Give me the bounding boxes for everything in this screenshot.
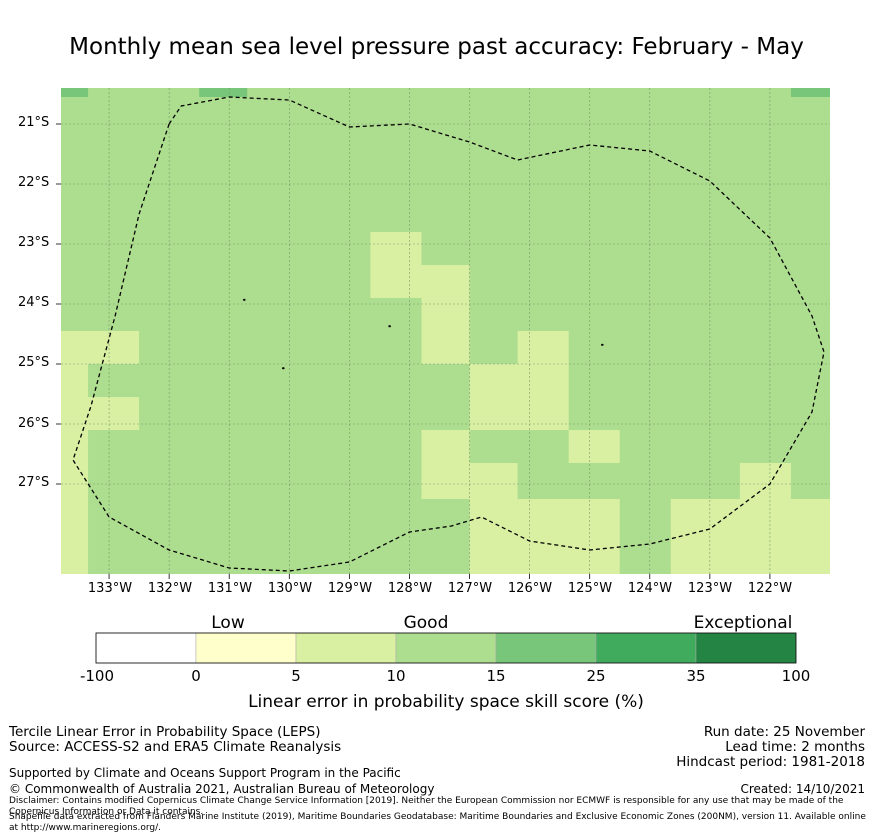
colorbar-category-low: Low bbox=[211, 613, 245, 633]
islands bbox=[242, 298, 604, 370]
colorbar-tick-label: 5 bbox=[291, 667, 301, 685]
lead-time: Lead time: 2 months bbox=[725, 739, 865, 755]
lon-tick-label: 130°W bbox=[267, 581, 313, 596]
lat-tick-label: 21°S bbox=[18, 115, 50, 130]
skill-map bbox=[56, 88, 830, 664]
colorbar-tick-label: 10 bbox=[386, 667, 406, 685]
island-marker bbox=[601, 343, 604, 346]
colorbar-segment bbox=[295, 632, 397, 664]
skill-cell bbox=[739, 463, 791, 499]
skill-cells bbox=[61, 88, 830, 574]
skill-cell bbox=[61, 364, 89, 397]
skill-cell bbox=[370, 232, 422, 298]
colorbar bbox=[95, 632, 797, 664]
skill-cell bbox=[61, 88, 89, 97]
skill-cell bbox=[469, 364, 569, 430]
colorbar-label: Linear error in probability space skill … bbox=[248, 692, 644, 712]
colorbar-tick-label: 100 bbox=[781, 667, 811, 685]
shapefile-credit: Shapefile data extracted from Flanders M… bbox=[9, 812, 866, 833]
map-title: Monthly mean sea level pressure past acc… bbox=[69, 34, 804, 60]
lon-tick-label: 123°W bbox=[687, 581, 733, 596]
colorbar-category-exceptional: Exceptional bbox=[693, 613, 793, 633]
skill-cell bbox=[670, 499, 791, 574]
lat-tick-label: 23°S bbox=[18, 235, 50, 250]
colorbar-tick-label: 35 bbox=[686, 667, 706, 685]
data-source: Source: ACCESS-S2 and ERA5 Climate Reana… bbox=[9, 739, 342, 755]
lon-tick-label: 133°W bbox=[87, 581, 133, 596]
lon-tick-label: 132°W bbox=[147, 581, 193, 596]
lon-tick-label: 131°W bbox=[207, 581, 253, 596]
skill-cell bbox=[421, 430, 470, 499]
created-date: Created: 14/10/2021 bbox=[740, 782, 865, 796]
island-marker bbox=[388, 325, 391, 328]
island-marker bbox=[242, 298, 246, 301]
colorbar-segment bbox=[195, 632, 297, 664]
island-marker bbox=[281, 367, 285, 370]
skill-cell bbox=[61, 331, 140, 364]
colorbar-segment bbox=[395, 632, 497, 664]
skill-cell bbox=[517, 499, 620, 574]
skill-cell bbox=[517, 331, 569, 364]
copyright: © Commonwealth of Australia 2021, Austra… bbox=[9, 782, 435, 796]
lat-tick-label: 26°S bbox=[18, 416, 50, 431]
colorbar-segment bbox=[595, 632, 697, 664]
lon-tick-label: 122°W bbox=[747, 581, 793, 596]
lat-tick-label: 22°S bbox=[18, 175, 50, 190]
lat-tick-label: 27°S bbox=[18, 475, 50, 490]
run-date: Run date: 25 November bbox=[703, 724, 865, 740]
colorbar-frame bbox=[95, 632, 797, 664]
colorbar-category-good: Good bbox=[403, 613, 449, 633]
lon-tick-label: 128°W bbox=[387, 581, 433, 596]
skill-cell bbox=[61, 397, 140, 430]
lon-tick-label: 126°W bbox=[507, 581, 553, 596]
disclaimer: Disclaimer: Contains modified Copernicus… bbox=[9, 796, 844, 817]
colorbar-segment bbox=[695, 632, 797, 664]
colorbar-tick-label: 25 bbox=[586, 667, 606, 685]
skill-cell bbox=[790, 88, 830, 97]
skill-cell bbox=[61, 430, 89, 574]
graticule bbox=[56, 88, 830, 579]
colorbar-segment bbox=[495, 632, 597, 664]
colorbar-tick-label: 15 bbox=[486, 667, 506, 685]
lon-tick-label: 124°W bbox=[627, 581, 673, 596]
lat-tick-label: 25°S bbox=[18, 355, 50, 370]
colorbar-segment bbox=[95, 632, 197, 664]
lon-tick-label: 129°W bbox=[327, 581, 373, 596]
skill-cell bbox=[568, 430, 620, 463]
skill-cell bbox=[199, 88, 248, 97]
support-credit: Supported by Climate and Oceans Support … bbox=[9, 766, 401, 780]
skill-cell bbox=[790, 499, 830, 574]
colorbar-tick-label: 0 bbox=[191, 667, 201, 685]
hindcast-period: Hindcast period: 1981-2018 bbox=[676, 754, 865, 770]
lat-tick-label: 24°S bbox=[18, 295, 50, 310]
lon-tick-label: 127°W bbox=[447, 581, 493, 596]
skill-cell bbox=[421, 265, 470, 364]
colorbar-tick-label: -100 bbox=[79, 667, 115, 685]
metric-description: Tercile Linear Error in Probability Spac… bbox=[9, 724, 321, 740]
lon-tick-label: 125°W bbox=[567, 581, 613, 596]
